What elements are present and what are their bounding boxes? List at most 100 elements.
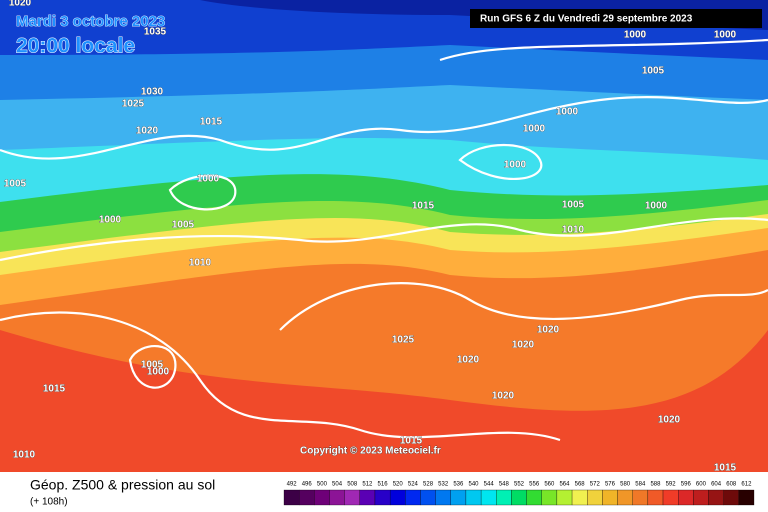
- scale-label: 504: [332, 482, 343, 488]
- scale-swatch: [496, 489, 512, 506]
- lead-time: (+ 108h): [30, 497, 68, 508]
- scale-label: 492: [287, 482, 298, 488]
- scale-swatch: [405, 489, 421, 506]
- scale-label: 592: [666, 482, 677, 488]
- scale-label: 524: [408, 482, 419, 488]
- scale-swatch: [723, 489, 739, 506]
- scale-swatch: [678, 489, 694, 506]
- isobar-label: 1025: [392, 335, 415, 346]
- isobar-label: 1000: [99, 215, 122, 226]
- scale-label: 608: [726, 482, 737, 488]
- scale-label: 576: [605, 482, 616, 488]
- scale-swatch: [587, 489, 603, 506]
- isobar-label: 1015: [43, 384, 66, 395]
- geopotential-field: [0, 0, 768, 472]
- scale-label: 532: [438, 482, 449, 488]
- scale-label: 596: [681, 482, 692, 488]
- scale-swatch: [693, 489, 709, 506]
- isobar-label: 1010: [189, 258, 212, 269]
- scale-label: 612: [741, 482, 752, 488]
- isobar-label: 1005: [562, 200, 585, 211]
- isobar-label: 1015: [714, 463, 737, 474]
- isobar-label: 1000: [714, 30, 737, 41]
- isobar-label: 1005: [172, 220, 195, 231]
- scale-label: 588: [650, 482, 661, 488]
- scale-swatch: [450, 489, 467, 506]
- isobar-label: 1005: [642, 66, 665, 77]
- scale-swatch: [602, 489, 618, 506]
- scale-label: 572: [590, 482, 601, 488]
- scale-swatch: [526, 489, 542, 506]
- scale-label: 516: [378, 482, 389, 488]
- map-title: Géop. Z500 & pression au sol: [30, 477, 215, 493]
- scale-label: 512: [362, 482, 373, 488]
- scale-swatch: [556, 489, 573, 506]
- isobar-label: 1000: [624, 30, 647, 41]
- scale-label: 584: [635, 482, 646, 488]
- isobar-label: 1000: [556, 107, 579, 118]
- isobar-label: 1015: [200, 117, 223, 128]
- scale-label: 560: [544, 482, 555, 488]
- scale-swatch: [329, 489, 345, 506]
- isobars: [0, 38, 768, 442]
- scale-label: 520: [393, 482, 404, 488]
- scale-swatch: [632, 489, 649, 506]
- isobar-label: 1010: [562, 225, 585, 236]
- scale-label: 540: [469, 482, 480, 488]
- scale-label: 500: [317, 482, 328, 488]
- forecast-time: 20:00 locale: [16, 35, 135, 58]
- isobar-label: 1025: [122, 99, 145, 110]
- scale-swatch: [738, 489, 755, 506]
- isobar-label: 1005: [141, 360, 164, 371]
- isobar-label: 1000: [197, 174, 220, 185]
- scale-swatch: [374, 489, 391, 506]
- scale-label: 536: [453, 482, 464, 488]
- isobar-label: 1035: [144, 27, 167, 38]
- scale-label: 604: [711, 482, 722, 488]
- isobar-label: 1030: [141, 87, 164, 98]
- scale-swatch: [480, 489, 497, 506]
- isobar-label: 1000: [147, 367, 170, 378]
- isobar-label: 1015: [400, 436, 423, 447]
- scale-label: 556: [529, 482, 540, 488]
- scale-swatch: [435, 489, 451, 506]
- scale-label: 496: [302, 482, 313, 488]
- run-info: Run GFS 6 Z du Vendredi 29 septembre 202…: [480, 14, 693, 25]
- scale-swatch: [662, 489, 679, 506]
- isobar-label: 1005: [4, 179, 27, 190]
- scale-label: 528: [423, 482, 434, 488]
- isobar-label: 1000: [504, 160, 527, 171]
- isobar-label: 1020: [537, 325, 560, 336]
- scale-swatch: [541, 489, 558, 506]
- isobar-label: 1000: [523, 124, 546, 135]
- isobar-label: 1020: [457, 355, 480, 366]
- scale-swatch: [359, 489, 376, 506]
- isobar-label: 1020: [136, 126, 159, 137]
- scale-swatch: [389, 489, 406, 506]
- scale-swatch: [420, 489, 436, 506]
- isobar-label: 1020: [9, 0, 32, 9]
- scale-label: 544: [484, 482, 495, 488]
- scale-label: 508: [347, 482, 358, 488]
- isobar-label: 1000: [645, 201, 668, 212]
- scale-label: 552: [514, 482, 525, 488]
- isobar-label: 1010: [13, 450, 36, 461]
- isobar-label: 1015: [412, 201, 435, 212]
- isobar-label: 1020: [492, 391, 515, 402]
- scale-swatch: [571, 489, 588, 506]
- color-scale: 492 496 500 504 508 512 516 520 524 528 532 536 540 5…: [283, 482, 755, 506]
- copyright: Copyright © 2023 Meteociel.fr: [300, 446, 441, 457]
- scale-label: 600: [696, 482, 707, 488]
- scale-swatch: [314, 489, 330, 506]
- scale-swatch: [299, 489, 315, 506]
- scale-swatch: [283, 489, 300, 506]
- scale-swatch: [708, 489, 724, 506]
- forecast-date: Mardi 3 octobre 2023: [16, 13, 165, 30]
- scale-swatch: [511, 489, 527, 506]
- scale-swatch: [647, 489, 664, 506]
- run-box: [470, 9, 762, 28]
- scale-swatch: [465, 489, 482, 506]
- scale-label: 580: [620, 482, 631, 488]
